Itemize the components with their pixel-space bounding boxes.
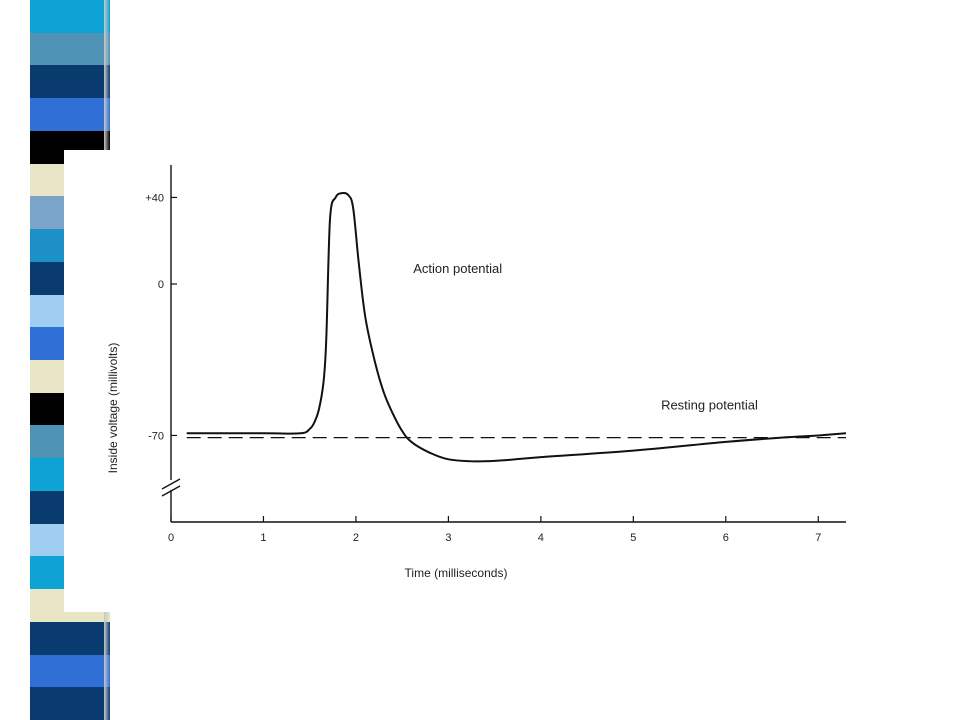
- y-axis-title: Inside voltage (millivolts): [106, 343, 120, 474]
- x-tick-label: 0: [168, 532, 174, 544]
- chart-ticks: 0 1 2 3 4 5 6 7 +40 0 -70: [145, 192, 821, 544]
- x-tick-label: 7: [815, 532, 821, 544]
- chart-annotations: Action potential Resting potential: [413, 261, 758, 412]
- x-tick-label: 4: [538, 532, 544, 544]
- x-tick-label: 2: [353, 532, 359, 544]
- x-tick-label: 6: [723, 532, 729, 544]
- chart-series: [186, 191, 847, 463]
- y-tick-label: 0: [158, 279, 164, 291]
- stripe-block: [30, 687, 110, 720]
- x-axis-title: Time (milliseconds): [405, 566, 508, 580]
- stripe-block: [30, 98, 110, 132]
- chart-annotation: Resting potential: [661, 397, 758, 412]
- chart-annotation: Action potential: [413, 261, 502, 276]
- stripe-block: [30, 621, 110, 656]
- y-tick-label: -70: [148, 430, 164, 442]
- chart-axes: [161, 165, 846, 523]
- x-tick-label: 5: [630, 532, 636, 544]
- action-potential-chart: 0 1 2 3 4 5 6 7 +40 0 -70 Action potential Resting …: [106, 165, 847, 580]
- stripe-block: [30, 654, 110, 688]
- y-axis-break-mark: [161, 478, 181, 490]
- figure-panel: 0 1 2 3 4 5 6 7 +40 0 -70 Action potential Resting …: [64, 150, 900, 612]
- y-axis-break-mark: [161, 485, 181, 497]
- x-tick-label: 1: [260, 532, 266, 544]
- stripe-block: [30, 0, 110, 34]
- stripe-block: [30, 65, 110, 99]
- action-potential-curve: [186, 191, 847, 463]
- y-tick-label: +40: [145, 192, 164, 204]
- x-tick-label: 3: [445, 532, 451, 544]
- stripe-block: [30, 32, 110, 66]
